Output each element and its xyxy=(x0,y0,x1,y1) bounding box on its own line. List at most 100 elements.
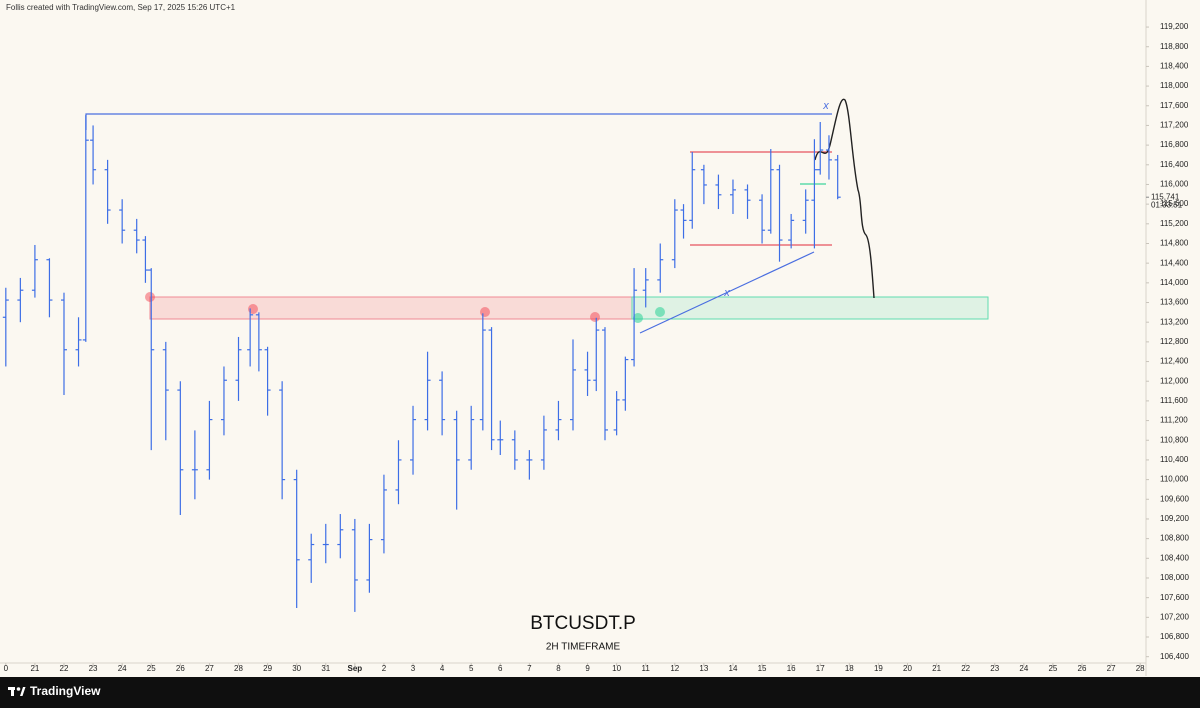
x-tick-label: 4 xyxy=(440,664,445,673)
x-tick-label: 24 xyxy=(1019,664,1028,673)
axes: 106,400 106,800 107,200 107,600 108,000 108,4… xyxy=(4,22,1190,673)
ohlc-bar xyxy=(162,341,169,441)
ohlc-bar xyxy=(479,313,486,431)
ohlc-bar xyxy=(729,179,736,214)
x-tick-label: 31 xyxy=(321,664,330,673)
chart-subtitle: 2H TIMEFRAME xyxy=(546,642,621,653)
y-tick-label: 117,600 xyxy=(1160,101,1189,110)
ohlc-bar xyxy=(570,339,576,431)
x-tick-label: 8 xyxy=(556,664,561,673)
ohlc-bar xyxy=(511,430,518,470)
x-tick-label: 14 xyxy=(729,664,738,673)
y-tick-label: 117,200 xyxy=(1160,121,1189,130)
ohlc-bar xyxy=(410,405,417,475)
ohlc-bar xyxy=(133,218,140,254)
x-tick-label: 23 xyxy=(990,664,999,673)
y-tick-label: 110,000 xyxy=(1160,475,1189,484)
y-tick-label: 115,200 xyxy=(1160,219,1189,228)
ohlc-bar xyxy=(90,125,97,185)
logo-part xyxy=(20,687,26,696)
ohlc-bar xyxy=(802,189,809,234)
header: Follis created with TradingView.com, Sep… xyxy=(6,3,236,12)
ohlc-bar xyxy=(264,346,271,416)
brand: TradingView xyxy=(30,684,101,698)
ohlc-bar xyxy=(31,244,38,298)
ohlc-bar xyxy=(555,400,562,441)
y-tick-label: 107,600 xyxy=(1160,593,1189,602)
ohlc-bar xyxy=(247,308,254,367)
ohlc-bar xyxy=(622,356,629,411)
x-tick-label: 12 xyxy=(670,664,679,673)
ohlc-bar xyxy=(351,518,358,612)
ohlc-bar xyxy=(744,184,751,219)
y-tick-label: 118,000 xyxy=(1160,81,1189,90)
x-tick-label: 3 xyxy=(411,664,416,673)
x-tick-label: 0 xyxy=(4,664,9,673)
x-tick-label: 22 xyxy=(961,664,970,673)
ohlc-bar xyxy=(177,381,184,516)
x-tick-label: 26 xyxy=(1078,664,1087,673)
supply-zone xyxy=(149,296,633,320)
swing-point xyxy=(480,307,490,317)
x-tick-label: 10 xyxy=(612,664,621,673)
x-tick-label: 25 xyxy=(1048,664,1057,673)
y-tick-label: 118,800 xyxy=(1160,42,1189,51)
ohlc-bar xyxy=(255,312,262,372)
x-tick-label: 27 xyxy=(1107,664,1116,673)
ohlc-bar xyxy=(279,381,286,500)
ohlc-bar xyxy=(825,135,832,180)
ohlc-bar xyxy=(715,174,722,210)
ohlc-bar xyxy=(631,268,638,367)
y-tick-label: 118,400 xyxy=(1160,62,1189,71)
ohlc-bar xyxy=(2,287,9,367)
ohlc-bar xyxy=(75,317,82,367)
y-tick-label: 108,000 xyxy=(1160,573,1189,582)
x-tick-label: 23 xyxy=(89,664,98,673)
ohlc-bar xyxy=(468,405,475,470)
y-tick-label: 109,600 xyxy=(1160,494,1189,503)
ohlc-bar xyxy=(119,199,126,244)
swing-point xyxy=(633,313,643,323)
ohlc-bar xyxy=(613,391,620,436)
ohlc-bar xyxy=(776,164,783,262)
drawing-label: x xyxy=(822,100,829,112)
ohlc-bar xyxy=(657,243,664,293)
x-tick-label: 15 xyxy=(758,664,767,673)
ohlc-bar xyxy=(206,400,213,480)
ohlc-bar xyxy=(395,440,402,505)
ohlc-bar xyxy=(488,327,495,451)
ohlc-bar xyxy=(46,258,53,318)
y-tick-label: 119,200 xyxy=(1160,22,1189,31)
ohlc-bar xyxy=(235,336,242,401)
swing-point xyxy=(590,312,600,322)
x-tick-label: 20 xyxy=(903,664,912,673)
y-tick-label: 110,400 xyxy=(1160,455,1189,464)
swing-point xyxy=(248,304,258,314)
x-tick-label: 11 xyxy=(642,664,651,673)
ohlc-bar xyxy=(142,236,149,283)
x-tick-label: 13 xyxy=(699,664,708,673)
x-tick-label: 16 xyxy=(787,664,796,673)
ohlc-bar xyxy=(453,410,460,510)
ohlc-bar xyxy=(526,450,533,480)
y-tick-label: 111,200 xyxy=(1160,416,1188,425)
x-tick-label: 21 xyxy=(932,664,941,673)
ohlc-bar xyxy=(337,514,344,559)
x-tick-label: 22 xyxy=(60,664,69,673)
bars xyxy=(2,115,841,612)
x-tick-label: 5 xyxy=(469,664,474,673)
x-tick-label: 17 xyxy=(816,664,825,673)
ohlc-bar xyxy=(817,121,824,175)
ohlc-bar xyxy=(322,523,329,564)
swing-point xyxy=(145,292,155,302)
ohlc-bar xyxy=(497,420,504,456)
countdown: 01:33:51 xyxy=(1151,200,1183,209)
x-tick-label: 7 xyxy=(527,664,532,673)
x-tick-label: 21 xyxy=(30,664,39,673)
x-tick-label: 18 xyxy=(845,664,854,673)
x-tick-label: 29 xyxy=(263,664,272,673)
ohlc-bar xyxy=(788,213,795,249)
ohlc-bar xyxy=(834,154,841,200)
y-tick-label: 112,000 xyxy=(1160,376,1189,385)
